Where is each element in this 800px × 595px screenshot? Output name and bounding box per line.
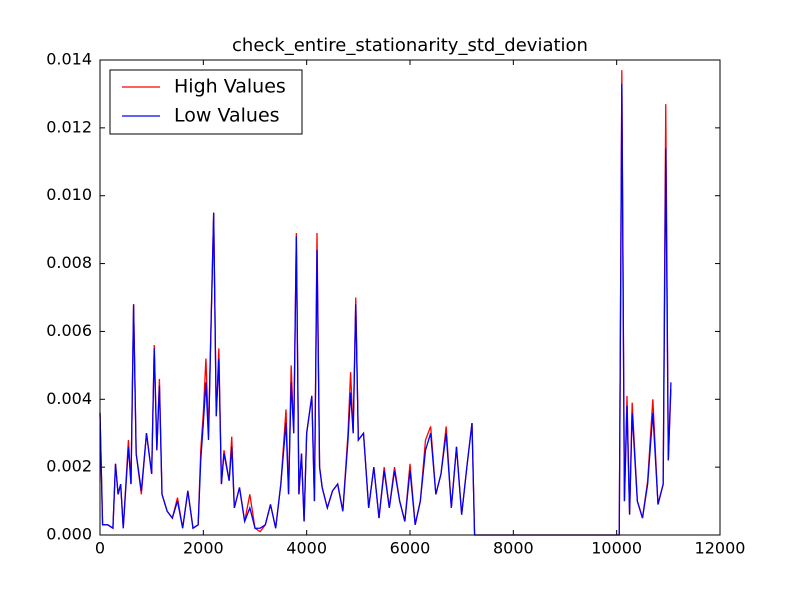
y-tick-label: 0.008 xyxy=(46,253,92,272)
legend-label: Low Values xyxy=(174,105,280,127)
y-tick-label: 0.010 xyxy=(46,185,92,204)
x-tick-label: 2000 xyxy=(183,539,224,558)
x-tick-label: 4000 xyxy=(286,539,327,558)
x-tick-label: 12000 xyxy=(695,539,746,558)
x-tick-label: 6000 xyxy=(390,539,431,558)
line xyxy=(99,70,672,536)
plot-frame xyxy=(99,59,721,536)
x-tick-label: 10000 xyxy=(591,539,642,558)
x-tick-label: 0 xyxy=(95,539,105,558)
line xyxy=(99,83,672,536)
y-tick-label: 0.002 xyxy=(46,457,92,476)
x-tick-label: 8000 xyxy=(493,539,534,558)
y-tick-label: 0.014 xyxy=(46,50,92,69)
y-tick-label: 0.000 xyxy=(46,525,92,544)
y-tick-label: 0.006 xyxy=(46,321,92,340)
chart-title: check_entire_stationarity_std_deviation xyxy=(232,35,588,56)
legend-label: High Values xyxy=(174,76,286,98)
legend-box xyxy=(109,69,303,135)
y-tick-label: 0.004 xyxy=(46,389,92,408)
y-tick-label: 0.012 xyxy=(46,117,92,136)
